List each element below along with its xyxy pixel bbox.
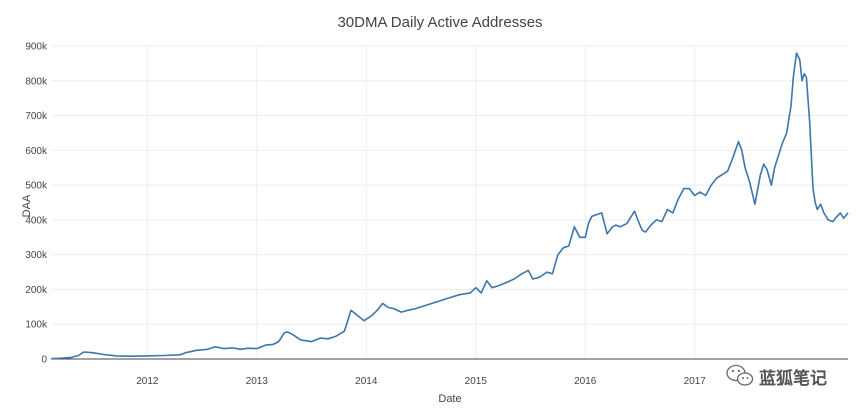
grid	[51, 45, 848, 359]
y-tick-label: 400k	[25, 215, 48, 226]
y-tick-label: 300k	[25, 250, 48, 261]
y-tick-label: 0	[41, 355, 47, 366]
y-axis-ticks: 0 100k 200k 300k 400k 500k 600k 700k 800k 900k	[25, 42, 48, 366]
y-tick-label: 100k	[25, 320, 48, 331]
x-tick-label: 2017	[684, 376, 707, 387]
x-tick-label: 2012	[136, 376, 159, 387]
watermark: 蓝狐笔记	[726, 364, 827, 388]
series-line	[50, 52, 849, 360]
y-tick-label: 700k	[25, 111, 48, 122]
x-axis-title: Date	[438, 393, 461, 405]
y-tick-label: 500k	[25, 181, 48, 192]
watermark-text: 蓝狐笔记	[759, 368, 827, 388]
y-axis-title: DAA	[21, 194, 33, 217]
y-tick-label: 800k	[25, 76, 48, 87]
x-tick-label: 2015	[465, 376, 488, 387]
x-tick-label: 2013	[246, 376, 269, 387]
y-tick-label: 200k	[25, 285, 48, 296]
x-tick-label: 2014	[355, 376, 378, 387]
chart-title: 30DMA Daily Active Addresses	[337, 14, 542, 31]
y-tick-label: 600k	[25, 146, 48, 157]
x-axis-ticks: 2012 2013 2014 2015 2016 2017	[136, 376, 706, 387]
y-tick-label: 900k	[25, 42, 48, 53]
wechat-icon	[726, 364, 754, 386]
x-tick-label: 2016	[574, 376, 597, 387]
